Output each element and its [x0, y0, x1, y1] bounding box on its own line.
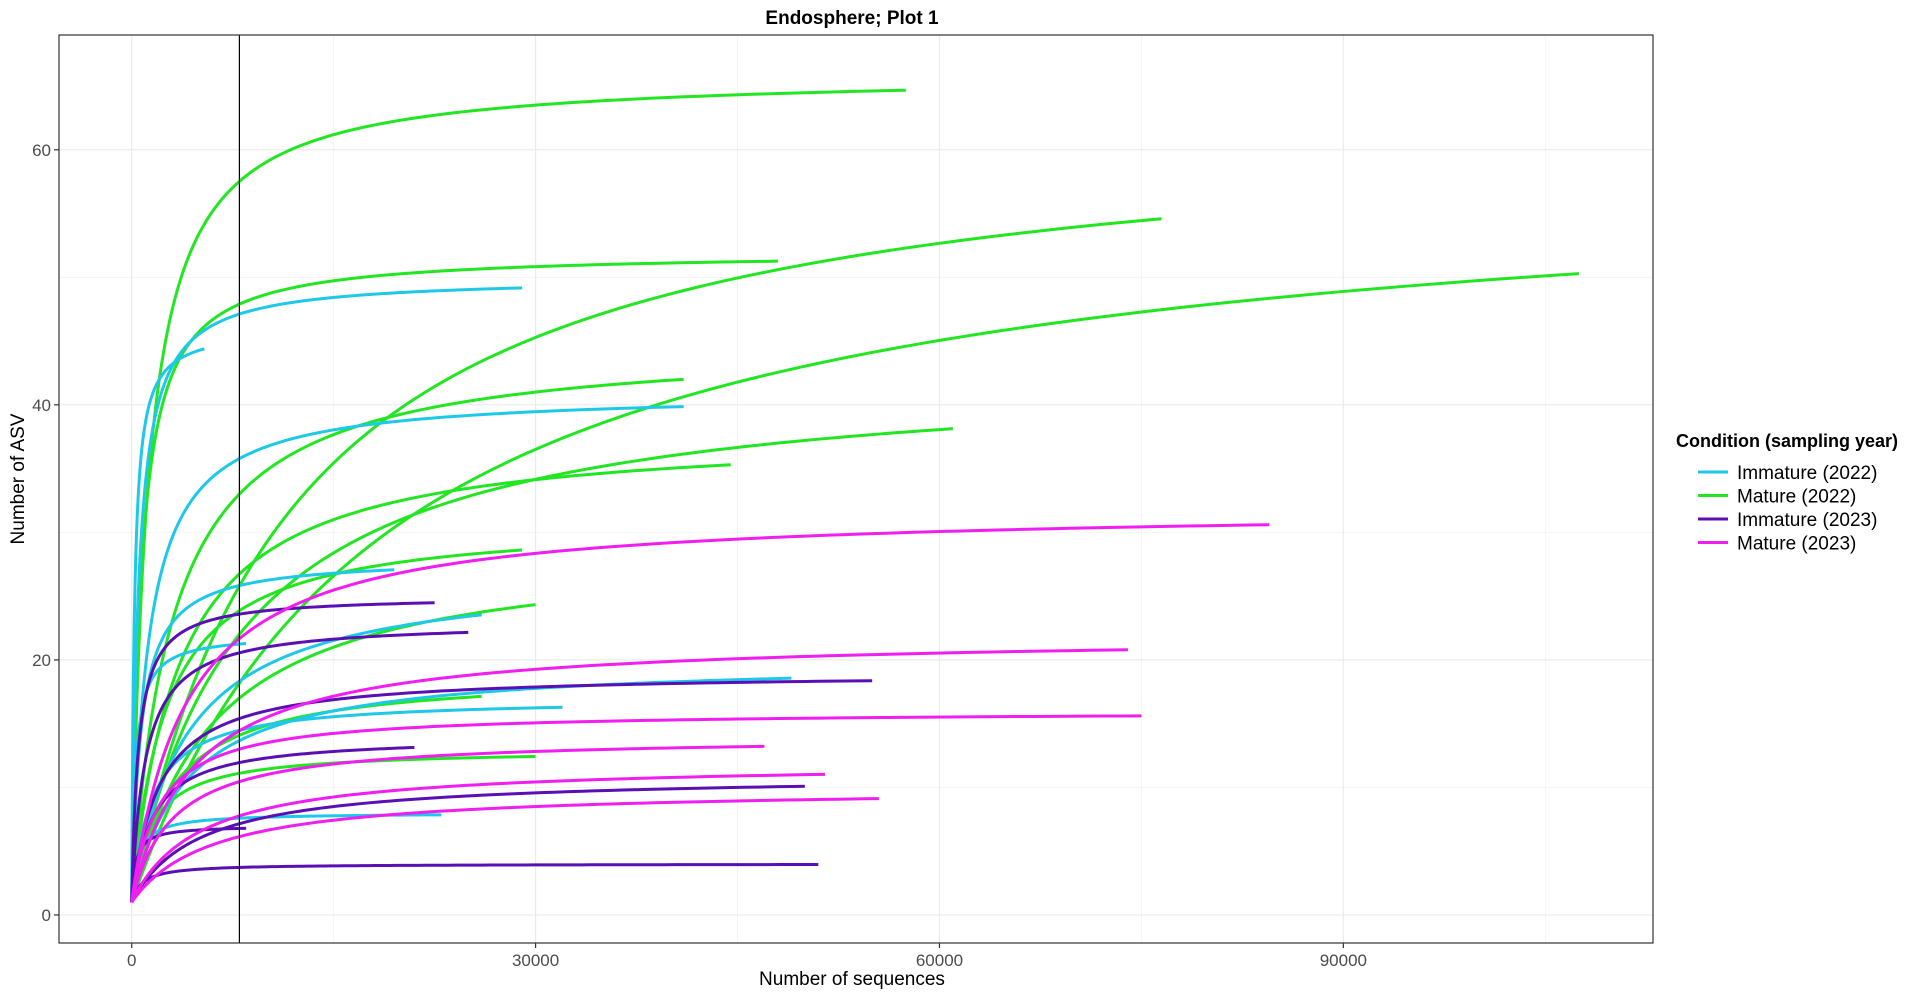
major-gridlines [59, 35, 1653, 943]
series-line-32 [130, 772, 826, 904]
y-axis-title: Number of ASV [8, 413, 29, 544]
chart-title: Endosphere; Plot 1 [765, 8, 939, 29]
series-line-12 [130, 286, 523, 904]
series-line-3 [130, 272, 1580, 904]
series-line-33 [130, 797, 879, 904]
series-line-22 [130, 630, 469, 904]
y-tick-label: 20 [32, 651, 51, 670]
series-line-29 [130, 648, 1128, 904]
y-axis-ticks: 0 20 40 60 [32, 141, 59, 925]
series-line-30 [130, 714, 1142, 904]
series-line-31 [130, 744, 765, 904]
legend-label: Mature (2022) [1737, 487, 1856, 508]
x-tick-label: 30000 [512, 951, 559, 970]
legend-items: Immature (2022) Mature (2022)Immature (20… [1698, 463, 1877, 555]
minor-gridlines [59, 35, 1653, 943]
x-tick-label: 0 [127, 951, 136, 970]
x-axis-ticks: 0 30000 60000 90000 [127, 943, 1367, 970]
legend-label: Immature (2023) [1737, 510, 1877, 531]
plot-panel [58, 34, 1654, 944]
x-axis-title: Number of sequences [759, 969, 945, 990]
y-tick-label: 60 [32, 141, 51, 160]
series-line-28 [130, 523, 1270, 904]
legend-label: Immature (2022) [1737, 463, 1877, 484]
series-layer [130, 88, 1580, 904]
series-line-21 [130, 601, 435, 904]
legend-label: Mature (2023) [1737, 534, 1856, 555]
x-tick-label: 90000 [1320, 951, 1367, 970]
plot-panel-border [58, 34, 1654, 944]
series-line-13 [130, 347, 205, 904]
x-tick-label: 60000 [916, 951, 963, 970]
legend-title: Condition (sampling year) [1676, 431, 1898, 451]
y-tick-label: 40 [32, 396, 51, 415]
y-tick-label: 0 [42, 906, 51, 925]
legend: Condition (sampling year) Immature (2022… [1676, 431, 1898, 555]
